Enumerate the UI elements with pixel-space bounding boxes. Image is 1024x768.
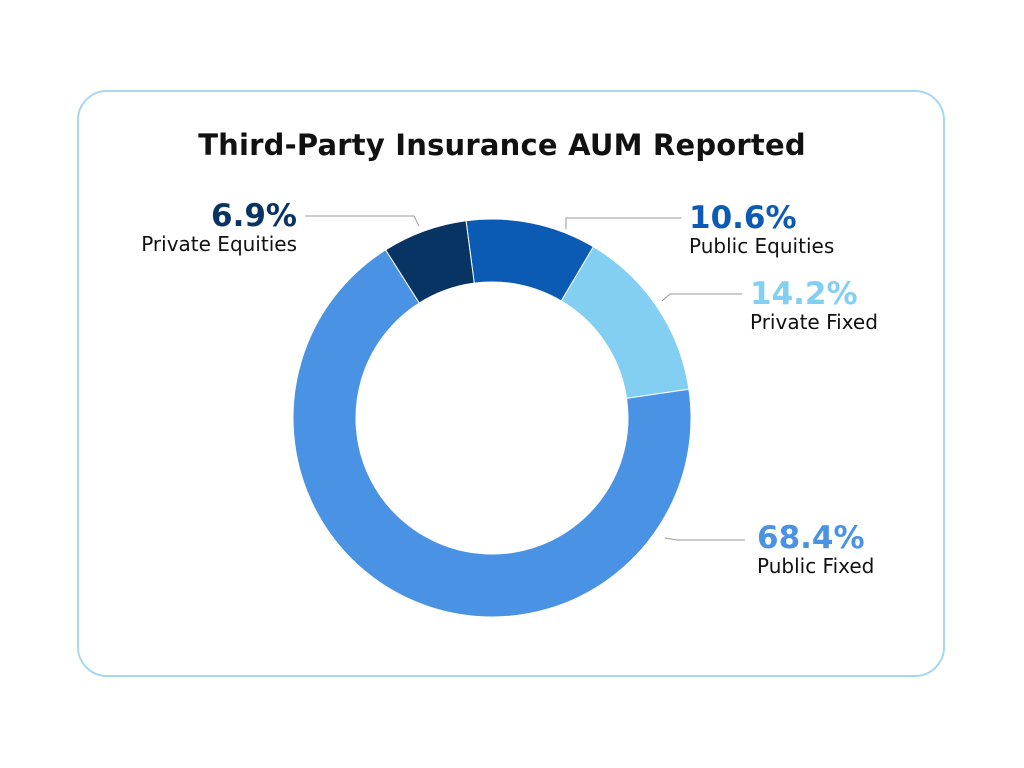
leader-line: [305, 215, 420, 227]
slice-value-label: 68.4%: [757, 520, 865, 556]
slice-category-label: Private Equities: [141, 232, 297, 256]
slice-category-label: Public Fixed: [757, 554, 875, 578]
callout-private-equities: 6.9% Private Equities: [141, 198, 297, 256]
leader-line: [565, 217, 681, 229]
slice-category-label: Public Equities: [689, 234, 835, 258]
leader-line: [664, 537, 745, 541]
chart-title: Third-Party Insurance AUM Reported: [198, 128, 806, 162]
slice-value-label: 10.6%: [689, 200, 797, 236]
donut-slice-private-equities: [384, 220, 475, 304]
slice-category-label: Private Fixed: [750, 310, 878, 334]
callout-public-equities: 10.6% Public Equities: [689, 200, 835, 258]
slice-value-label: 14.2%: [750, 276, 858, 312]
callout-public-fixed: 68.4% Public Fixed: [757, 520, 875, 578]
donut-slice-public-fixed: [292, 249, 692, 618]
slice-value-label: 6.9%: [211, 198, 297, 234]
donut-slice-private-fixed: [560, 246, 690, 399]
leader-line: [661, 293, 742, 302]
callout-private-fixed: 14.2% Private Fixed: [750, 276, 878, 334]
